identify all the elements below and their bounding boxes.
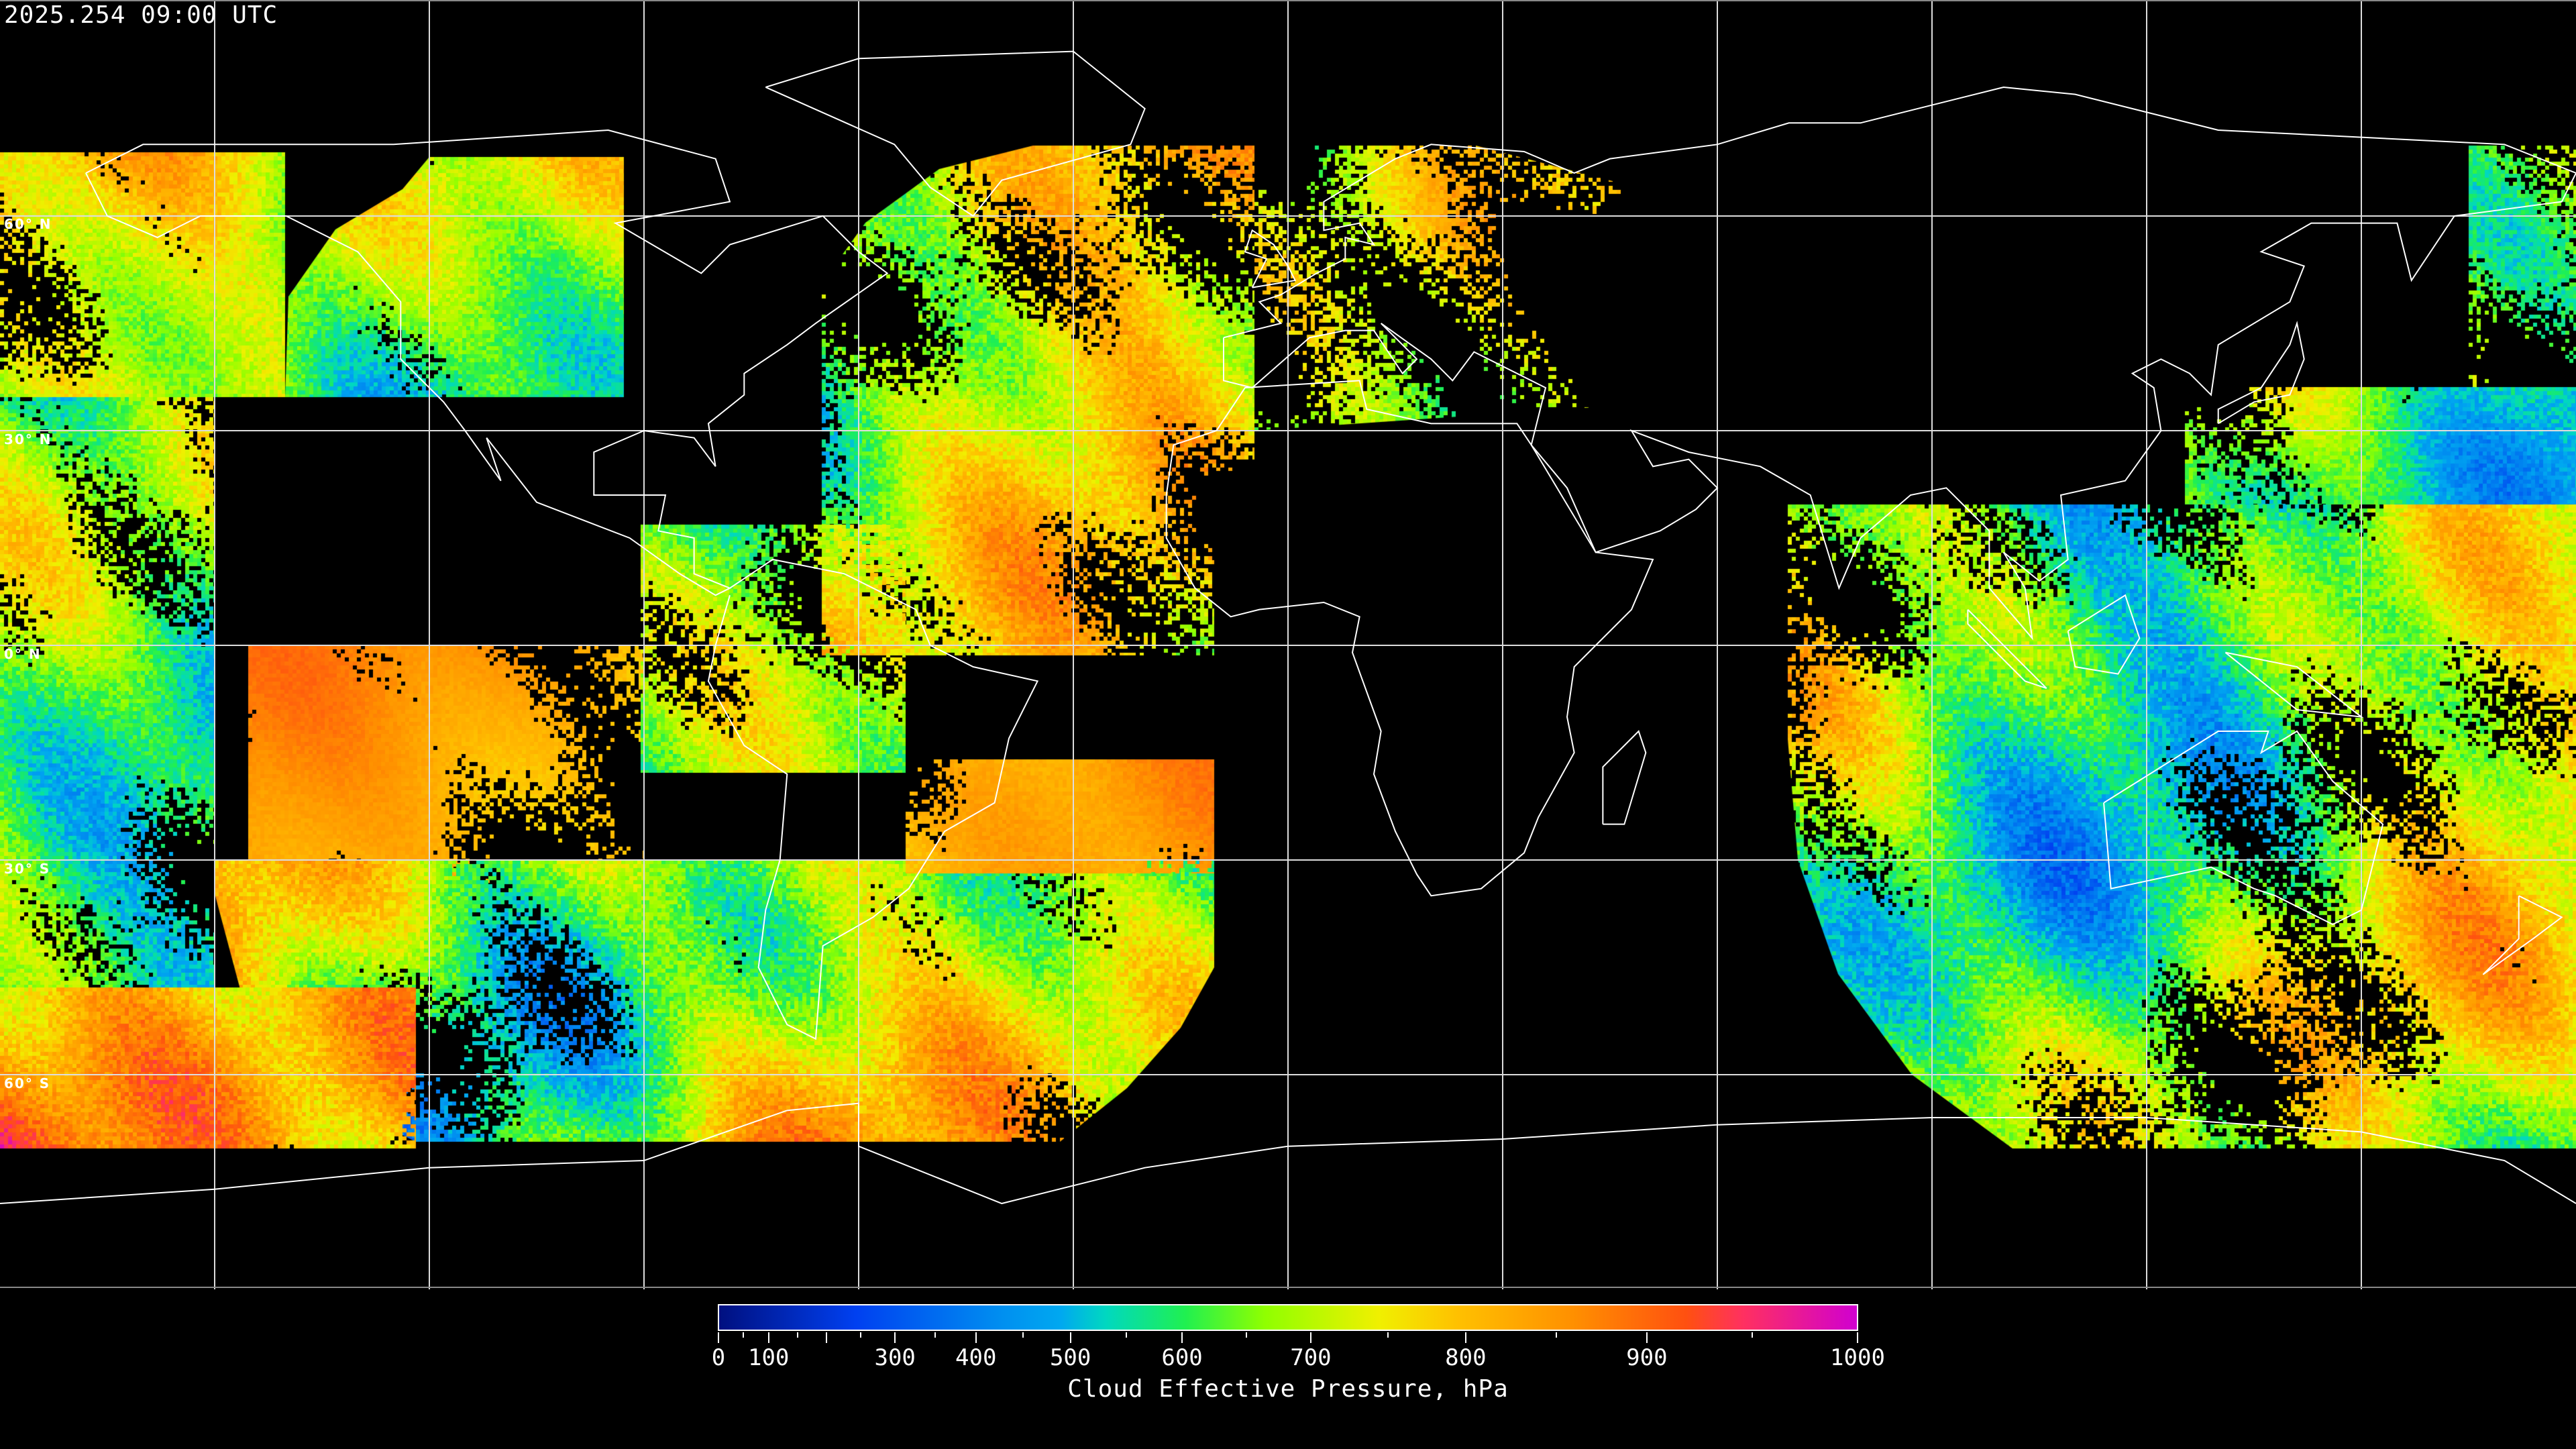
colorbar-minor-tick: [1022, 1332, 1024, 1338]
colorbar-major-tick: [767, 1332, 769, 1343]
coastline-sumatra: [1967, 608, 2047, 689]
coastline-north-america: [85, 129, 889, 596]
coastline-africa: [1165, 380, 1654, 897]
map-border: [0, 1287, 2576, 1288]
lat-label-60s: 60° S: [4, 1075, 51, 1091]
colorbar-minor-tick: [1751, 1332, 1753, 1338]
colorbar-major-tick: [1857, 1332, 1858, 1343]
lat-label-30s: 30° S: [4, 861, 51, 877]
colorbar-major-tick: [894, 1332, 896, 1343]
coastline-australia: [2103, 730, 2384, 926]
colorbar-major-tick: [826, 1332, 828, 1343]
colorbar-major-tick: [1464, 1332, 1466, 1343]
colorbar-minor-tick: [1555, 1332, 1557, 1338]
coastline-antarctica: [0, 1102, 2576, 1205]
lat-label-30n: 30° N: [4, 431, 52, 447]
graticule: [0, 1, 2576, 1289]
cloud-pressure-map: 60° N 30° N 0° N 30° S 60° S: [0, 0, 2576, 1289]
colorbar-label: 400: [955, 1344, 997, 1371]
colorbar: [718, 1304, 1858, 1331]
coastline-borneo: [2067, 594, 2141, 675]
colorbar-minor-tick: [1387, 1332, 1389, 1338]
coastline-uk: [1244, 229, 1297, 288]
lat-label-0n: 0° N: [4, 646, 42, 662]
colorbar-major-tick: [718, 1332, 719, 1343]
colorbar-major-tick: [1069, 1332, 1071, 1343]
colorbar-minor-tick: [860, 1332, 862, 1338]
colorbar-major-tick: [975, 1332, 977, 1343]
coastline-greenland: [765, 50, 1146, 217]
coastline-eurasia: [1222, 86, 2576, 641]
colorbar-minor-tick: [1246, 1332, 1248, 1338]
colorbar-label: 900: [1626, 1344, 1668, 1371]
coastlines: [0, 50, 2576, 1205]
colorbar-minor-tick: [1125, 1332, 1127, 1338]
coastline-new-zealand: [2482, 895, 2563, 975]
colorbar-major-tick: [1646, 1332, 1648, 1343]
colorbar-label: 100: [747, 1344, 790, 1371]
colorbar-major-tick: [1309, 1332, 1311, 1343]
coastline-japan: [2217, 321, 2305, 425]
colorbar-label: 0: [711, 1344, 726, 1371]
timestamp: 2025.254 09:00 UTC: [4, 1, 278, 29]
coastline-south-america: [707, 558, 1039, 1040]
colorbar-title: Cloud Effective Pressure, hPa: [1067, 1375, 1509, 1403]
colorbar-minor-tick: [743, 1332, 745, 1338]
map-overlay: [0, 1, 2576, 1289]
coastline-madagascar: [1602, 730, 1647, 825]
colorbar-label: 600: [1161, 1344, 1203, 1371]
colorbar-label: 500: [1049, 1344, 1091, 1371]
colorbar-label: 300: [874, 1344, 916, 1371]
colorbar-major-tick: [1181, 1332, 1183, 1343]
coastline-new-guinea: [2224, 651, 2364, 718]
lat-label-60n: 60° N: [4, 216, 52, 232]
colorbar-label: 1000: [1830, 1344, 1885, 1371]
colorbar-minor-tick: [797, 1332, 798, 1338]
colorbar-minor-tick: [934, 1332, 936, 1338]
colorbar-label: 700: [1290, 1344, 1332, 1371]
colorbar-label: 800: [1445, 1344, 1487, 1371]
